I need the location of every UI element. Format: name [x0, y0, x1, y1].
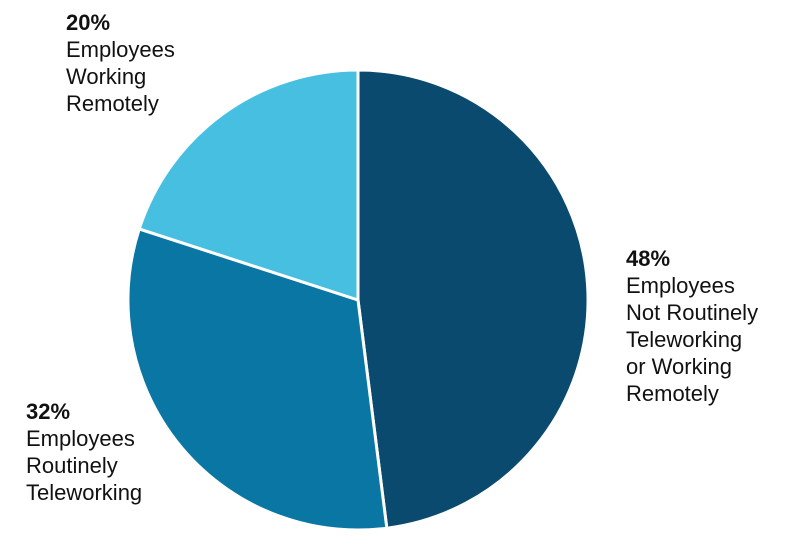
slice-label-not-routinely-teleworking: 48% Employees Not Routinely Teleworking … [626, 245, 758, 407]
slice-percent-routinely-teleworking: 32% [26, 399, 71, 424]
slice-label-routinely-teleworking: 32% Employees Routinely Teleworking [26, 398, 142, 506]
slice-label-line: Employees [626, 273, 735, 298]
slice-label-line: Routinely [26, 453, 118, 478]
slice-percent-not-routinely-teleworking: 48% [626, 246, 671, 271]
pie-slice-routine [126, 227, 389, 532]
pie-slice-not [356, 68, 590, 530]
slice-label-line: Remotely [626, 381, 719, 406]
pie-slices [126, 68, 590, 532]
slice-label-line: Teleworking [26, 480, 143, 505]
slice-label-working-remotely: 20% Employees Working Remotely [66, 9, 175, 117]
slice-label-line: or Working [626, 354, 732, 379]
slice-label-line: Teleworking [626, 327, 743, 352]
slice-label-line: Not Routinely [626, 300, 759, 325]
slice-percent-working-remotely: 20% [66, 10, 111, 35]
slice-label-line: Working [66, 64, 147, 89]
slice-label-line: Remotely [66, 91, 159, 116]
slice-label-line: Employees [26, 426, 135, 451]
pie-slice-remote [137, 68, 360, 302]
slice-label-line: Employees [66, 37, 175, 62]
